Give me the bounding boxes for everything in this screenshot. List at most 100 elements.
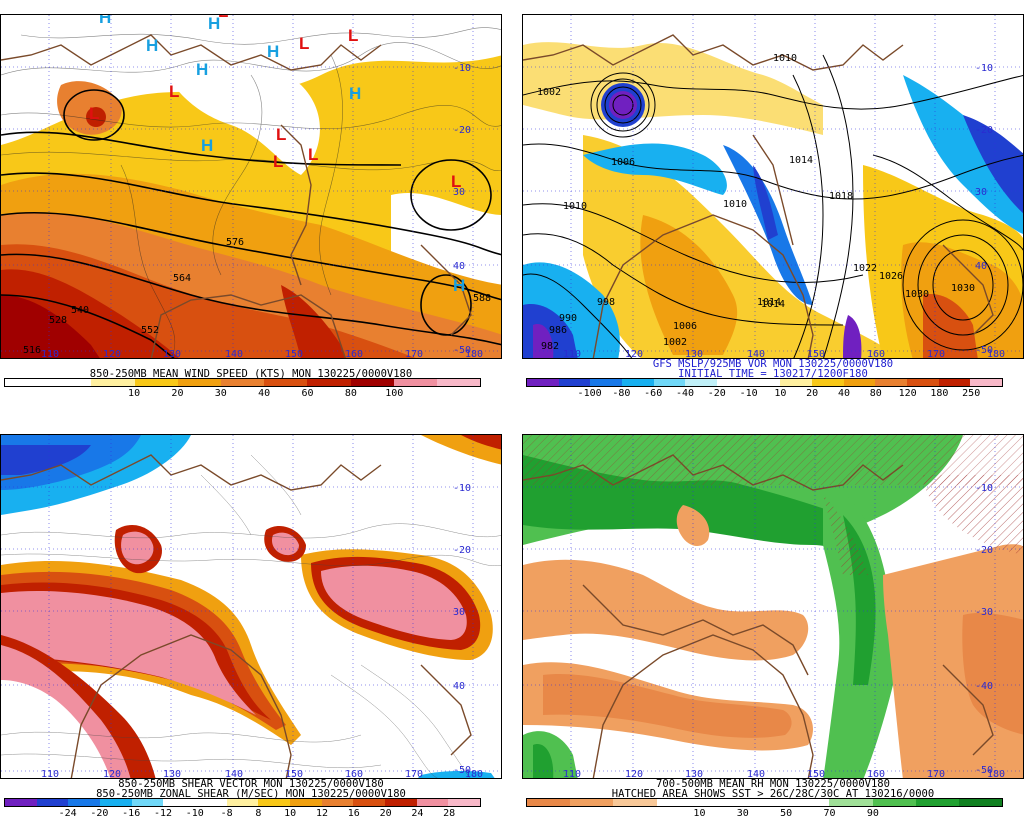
scale-swatch	[436, 379, 481, 386]
lat-label: 30	[453, 187, 465, 198]
scale-swatch	[780, 379, 813, 386]
lat-label: 40	[453, 681, 465, 692]
scale-tick-label: 80	[869, 388, 882, 399]
scale-tick-label: 12	[315, 808, 329, 819]
map-zonal-shear[interactable]: -10 -20 30 40 -50 110 120 130 140 150 16…	[0, 434, 502, 779]
scale-tick-label: -10	[739, 388, 758, 399]
scale-ticks: 10 20 30 40 60 80 100	[4, 388, 481, 400]
scale-swatch	[100, 799, 132, 806]
lat-label: -20	[453, 125, 471, 136]
scale-swatch	[134, 379, 178, 386]
scale-swatch	[350, 379, 394, 386]
contour-label: 564	[173, 273, 191, 284]
low-symbol: L	[169, 82, 179, 101]
lon-label: 120	[103, 349, 121, 359]
lon-label: 180	[465, 349, 483, 359]
lat-label: 40	[453, 261, 465, 272]
scale-swatch	[5, 799, 37, 806]
lon-label: 110	[563, 769, 581, 779]
lat-label: -10	[453, 63, 471, 74]
scale-swatch	[353, 799, 386, 806]
scale-swatch	[48, 379, 92, 386]
zonal-shear-plot: -10 -20 30 40 -50 110 120 130 140 150 16…	[1, 435, 501, 779]
scale-tick-label: 60	[301, 388, 314, 399]
scale-tick-label: -12	[153, 808, 173, 819]
lat-label: -50	[453, 345, 471, 356]
lat-label: -50	[453, 765, 471, 776]
scale-swatch	[290, 799, 322, 806]
scale-tick-label: 40	[837, 388, 851, 399]
scale-swatch	[875, 379, 908, 386]
map-wind-speed[interactable]: -10 -20 30 40 -50 110 120 130 140 150 16…	[0, 14, 502, 359]
scale-swatch	[786, 799, 830, 806]
scale-swatch	[742, 799, 787, 806]
scale-swatch	[163, 799, 196, 806]
scale-swatch	[656, 799, 700, 806]
relative-humidity-plot: -10 -20 -30 -40 -50 110 120 130 140 150 …	[523, 435, 1023, 779]
scale-swatch	[699, 799, 743, 806]
panel-relative-humidity: -10 -20 -30 -40 -50 110 120 130 140 150 …	[522, 420, 1024, 829]
lon-label: 170	[927, 769, 945, 779]
lon-label: 140	[225, 349, 243, 359]
lon-label: 140	[747, 349, 765, 359]
lon-label: 130	[685, 349, 703, 359]
low-symbol: L	[89, 104, 99, 123]
lon-label: 130	[163, 769, 181, 779]
scale-swatch	[448, 799, 481, 806]
scale-swatch	[307, 379, 351, 386]
map-mslp-vorticity[interactable]: -10 -20 30 40 -50 110 120 130 140 150 16…	[522, 14, 1024, 359]
caption-line1: 500MB HGT/850-250MB AVG WIND MON 130225/…	[99, 358, 403, 370]
scale-swatch	[558, 379, 591, 386]
contour-label: 516	[23, 345, 41, 356]
lon-label: 120	[625, 349, 643, 359]
lat-label: 30	[975, 187, 987, 198]
scale-tick-label: 10	[284, 808, 297, 819]
lon-label: 150	[807, 769, 825, 779]
scale-swatch	[527, 379, 559, 386]
lon-label: 110	[41, 349, 59, 359]
scale-swatch	[590, 379, 623, 386]
contour-label: 1002	[537, 87, 561, 98]
scale-tick-label: -24	[58, 808, 77, 819]
map-relative-humidity[interactable]: -10 -20 -30 -40 -50 110 120 130 140 150 …	[522, 434, 1024, 779]
high-symbol: H	[349, 84, 361, 103]
color-scale	[4, 798, 481, 807]
lat-label: 30	[453, 607, 465, 618]
scale-tick-label: -80	[612, 388, 631, 399]
scale-swatch	[385, 799, 417, 806]
scale-tick-label: 40	[258, 388, 271, 399]
scale-swatch	[907, 379, 939, 386]
scale-tick-label: 250	[962, 388, 981, 399]
scale-tick-label: 80	[344, 388, 357, 399]
contour-label: 986	[549, 325, 567, 336]
high-symbol: H	[201, 136, 213, 155]
lon-label: 110	[563, 349, 581, 359]
low-symbol: L	[451, 172, 461, 191]
low-symbol: L	[348, 26, 358, 45]
scale-tick-label: 10	[693, 808, 706, 819]
low-symbol: L	[276, 125, 286, 144]
scale-swatch	[685, 379, 718, 386]
scale-tick-label: 90	[866, 808, 879, 819]
contour-label: 1010	[773, 53, 797, 64]
lat-label: -30	[975, 607, 993, 618]
scale-swatch	[195, 799, 227, 806]
contour-label: 1018	[829, 191, 853, 202]
contour-label: 1006	[673, 321, 697, 332]
lon-label: 150	[285, 769, 303, 779]
scale-swatch	[958, 799, 1003, 806]
lon-label: 180	[987, 769, 1005, 779]
lon-label: 130	[163, 349, 181, 359]
scale-swatch	[653, 379, 686, 386]
scale-tick-label: 16	[347, 808, 360, 819]
contour-label: 588	[473, 293, 491, 304]
scale-swatch	[258, 799, 291, 806]
contour-label: 1002	[663, 337, 687, 348]
scale-swatch	[91, 379, 135, 386]
scale-swatch	[264, 379, 308, 386]
contour-label: 982	[541, 341, 559, 352]
contour-label: 1010	[723, 199, 747, 210]
lat-label: -50	[975, 345, 993, 356]
scale-tick-label: 30	[214, 388, 227, 399]
caption-line2: INITIAL TIME = 130217/1200F180	[678, 368, 868, 380]
